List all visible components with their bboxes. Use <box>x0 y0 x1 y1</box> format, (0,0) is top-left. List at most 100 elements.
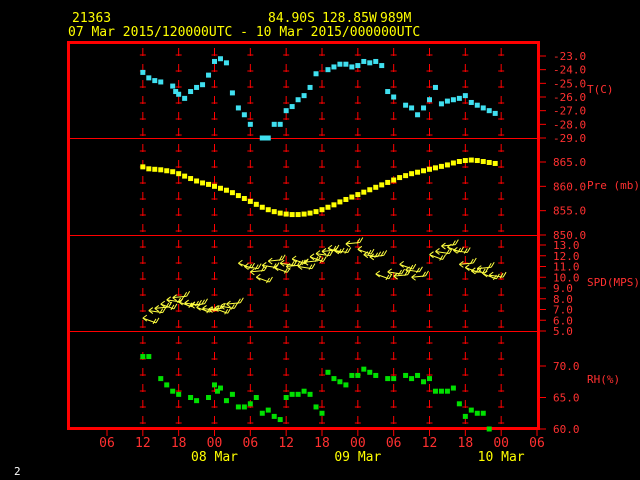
y-tick-label: 860.0 <box>553 180 586 193</box>
x-tick-label: 00 <box>350 436 366 451</box>
data-point <box>421 105 427 111</box>
data-point <box>229 190 235 196</box>
y-tick-label: 8.0 <box>553 293 573 306</box>
wind-barb <box>309 253 327 263</box>
data-point <box>140 164 146 170</box>
data-point <box>295 212 301 218</box>
data-point <box>152 166 158 172</box>
data-point <box>337 61 343 67</box>
data-point <box>462 158 468 164</box>
data-point <box>188 176 194 182</box>
data-point <box>206 181 212 187</box>
x-tick-label: 18 <box>458 436 474 451</box>
time-range: 07 Mar 2015/120000UTC - 10 Mar 2015/0000… <box>68 25 420 40</box>
data-point <box>343 61 349 67</box>
data-point <box>379 182 385 188</box>
wind-barb <box>273 264 291 274</box>
wind-barb <box>369 250 388 261</box>
data-point <box>241 196 247 201</box>
data-point <box>206 72 212 78</box>
x-day-label: 09 Mar <box>334 450 381 465</box>
data-point <box>444 388 450 394</box>
y-axis-label: SPD(MPS) <box>587 276 640 289</box>
data-point <box>176 391 182 397</box>
data-point <box>271 121 277 127</box>
data-point <box>313 71 319 77</box>
wind-barb <box>279 259 298 267</box>
x-tick-label: 18 <box>171 436 187 451</box>
y-axis-label: RH(%) <box>587 373 620 386</box>
data-point <box>367 369 373 375</box>
wind-barb <box>297 263 316 270</box>
wind-barb <box>190 298 208 309</box>
data-point <box>325 204 331 210</box>
data-point <box>325 369 331 375</box>
data-point <box>319 207 325 213</box>
wind-barb <box>226 297 244 308</box>
y-tick-label: -28.0 <box>553 118 586 131</box>
wind-barb <box>488 271 507 279</box>
data-point <box>212 183 217 189</box>
y-tick-label: 7.0 <box>553 304 573 317</box>
x-tick-label: 12 <box>278 436 294 451</box>
data-point <box>474 158 480 164</box>
wind-barb <box>160 300 178 311</box>
y-tick-label: -24.0 <box>553 64 586 77</box>
data-point <box>385 179 391 185</box>
wind-barb <box>429 251 447 261</box>
page-number: 2 <box>14 465 21 478</box>
wind-barb <box>405 266 423 274</box>
data-point <box>283 395 289 400</box>
data-point <box>355 372 361 378</box>
wind-barb <box>435 248 453 255</box>
data-point <box>277 210 283 216</box>
data-point <box>301 93 307 99</box>
data-point <box>301 211 307 217</box>
wind-barb <box>142 314 160 325</box>
data-point <box>170 83 176 89</box>
y-tick-label: 11.0 <box>553 261 580 274</box>
data-point <box>486 108 492 114</box>
data-point <box>468 407 474 413</box>
data-point <box>492 160 498 166</box>
data-point <box>403 173 409 179</box>
data-point <box>206 395 212 400</box>
data-point <box>438 163 444 169</box>
data-point <box>438 101 444 107</box>
wind-barb <box>214 305 232 315</box>
data-point <box>247 121 253 127</box>
data-point <box>331 64 337 70</box>
x-tick-label: 06 <box>99 436 115 451</box>
data-point <box>391 94 397 100</box>
data-point <box>140 69 146 75</box>
wind-barb <box>387 268 405 276</box>
x-tick-label: 06 <box>529 436 545 451</box>
x-tick-label: 00 <box>493 436 509 451</box>
data-point <box>223 398 229 404</box>
data-point <box>307 84 313 90</box>
wind-barb <box>267 254 286 265</box>
data-point <box>158 79 164 85</box>
data-point <box>265 407 271 413</box>
data-point <box>313 209 319 215</box>
data-point <box>379 63 385 69</box>
x-tick-label: 18 <box>314 436 330 451</box>
data-point <box>173 89 179 95</box>
data-point <box>385 376 391 382</box>
data-point <box>409 105 415 111</box>
data-point <box>289 391 295 397</box>
data-point <box>194 398 200 404</box>
x-tick-label: 12 <box>135 436 151 451</box>
data-point <box>212 382 217 388</box>
grid-lines <box>139 48 505 424</box>
data-point <box>450 160 456 166</box>
data-point <box>373 58 379 64</box>
wind-barb <box>476 261 495 273</box>
data-point <box>229 90 235 96</box>
wind-barb <box>453 246 471 254</box>
data-point <box>450 97 456 103</box>
data-point <box>403 372 409 378</box>
wind-barb <box>315 250 334 258</box>
data-point <box>146 75 152 81</box>
wind-barb <box>261 262 280 269</box>
